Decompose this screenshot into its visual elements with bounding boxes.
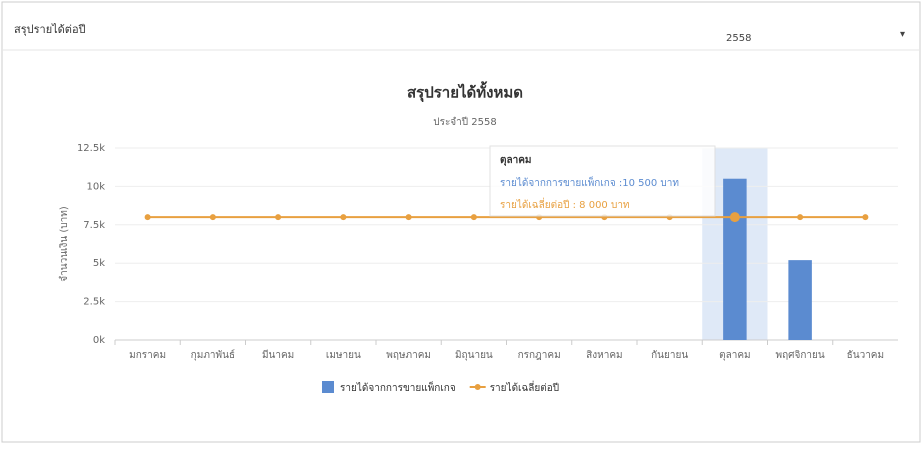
legend-label: รายได้จากการขายแพ็กเกจ <box>340 380 456 394</box>
x-tick-label: พฤศจิกายน <box>776 350 825 361</box>
x-tick-label: มีนาคม <box>262 349 294 361</box>
bar <box>788 260 812 340</box>
x-tick-label: ธันวาคม <box>847 350 884 361</box>
x-tick-label: พฤษภาคม <box>386 350 431 361</box>
x-tick-label: เมษายน <box>326 350 361 361</box>
line-point <box>405 214 412 221</box>
line-point <box>144 214 151 221</box>
y-tick-label: 0k <box>93 335 105 346</box>
panel-title: สรุปรายได้ต่อปี <box>14 23 86 36</box>
chart-title: สรุปรายได้ทั้งหมด <box>407 81 523 103</box>
x-tick-label: มกราคม <box>129 350 166 361</box>
select-caret[interactable]: ▾ <box>900 29 905 40</box>
x-tick-label: มิถุนายน <box>455 350 493 361</box>
line-point <box>797 214 804 221</box>
y-tick-label: 10k <box>86 181 105 192</box>
year-select[interactable]: 2558 <box>726 33 751 44</box>
x-tick-label: สิงหาคม <box>586 350 622 361</box>
bar <box>723 178 747 340</box>
x-tick-label: กันยายน <box>651 350 688 361</box>
line-point <box>729 212 740 223</box>
legend-label: รายได้เฉลี่ยต่อปี <box>490 380 559 394</box>
line-point <box>275 214 282 221</box>
chart-subtitle: ประจำปี 2558 <box>433 116 497 128</box>
legend-swatch <box>322 381 334 393</box>
tooltip-line: รายได้เฉลี่ยต่อปี : 8 000 บาท <box>500 197 630 211</box>
x-tick-label: กุมภาพันธ์ <box>191 349 235 361</box>
line-point <box>470 214 477 221</box>
y-tick-label: 2.5k <box>83 297 105 308</box>
line-point <box>209 214 216 221</box>
tooltip-line: รายได้จากการขายแพ็กเกจ :10 500 บาท <box>500 175 679 189</box>
panel-border <box>1 1 921 443</box>
y-tick-label: 12.5k <box>77 143 105 154</box>
tooltip-title: ตุลาคม <box>500 155 532 166</box>
y-axis-label: จำนวนเงิน (บาท) <box>59 206 70 282</box>
x-tick-label: ตุลาคม <box>719 350 751 361</box>
y-tick-label: 7.5k <box>83 220 105 231</box>
y-tick-label: 5k <box>93 258 105 269</box>
x-tick-label: กรกฎาคม <box>518 350 561 361</box>
line-point <box>340 214 347 221</box>
legend-swatch <box>474 384 481 390</box>
tooltip-box <box>489 145 716 217</box>
line-point <box>862 214 869 221</box>
